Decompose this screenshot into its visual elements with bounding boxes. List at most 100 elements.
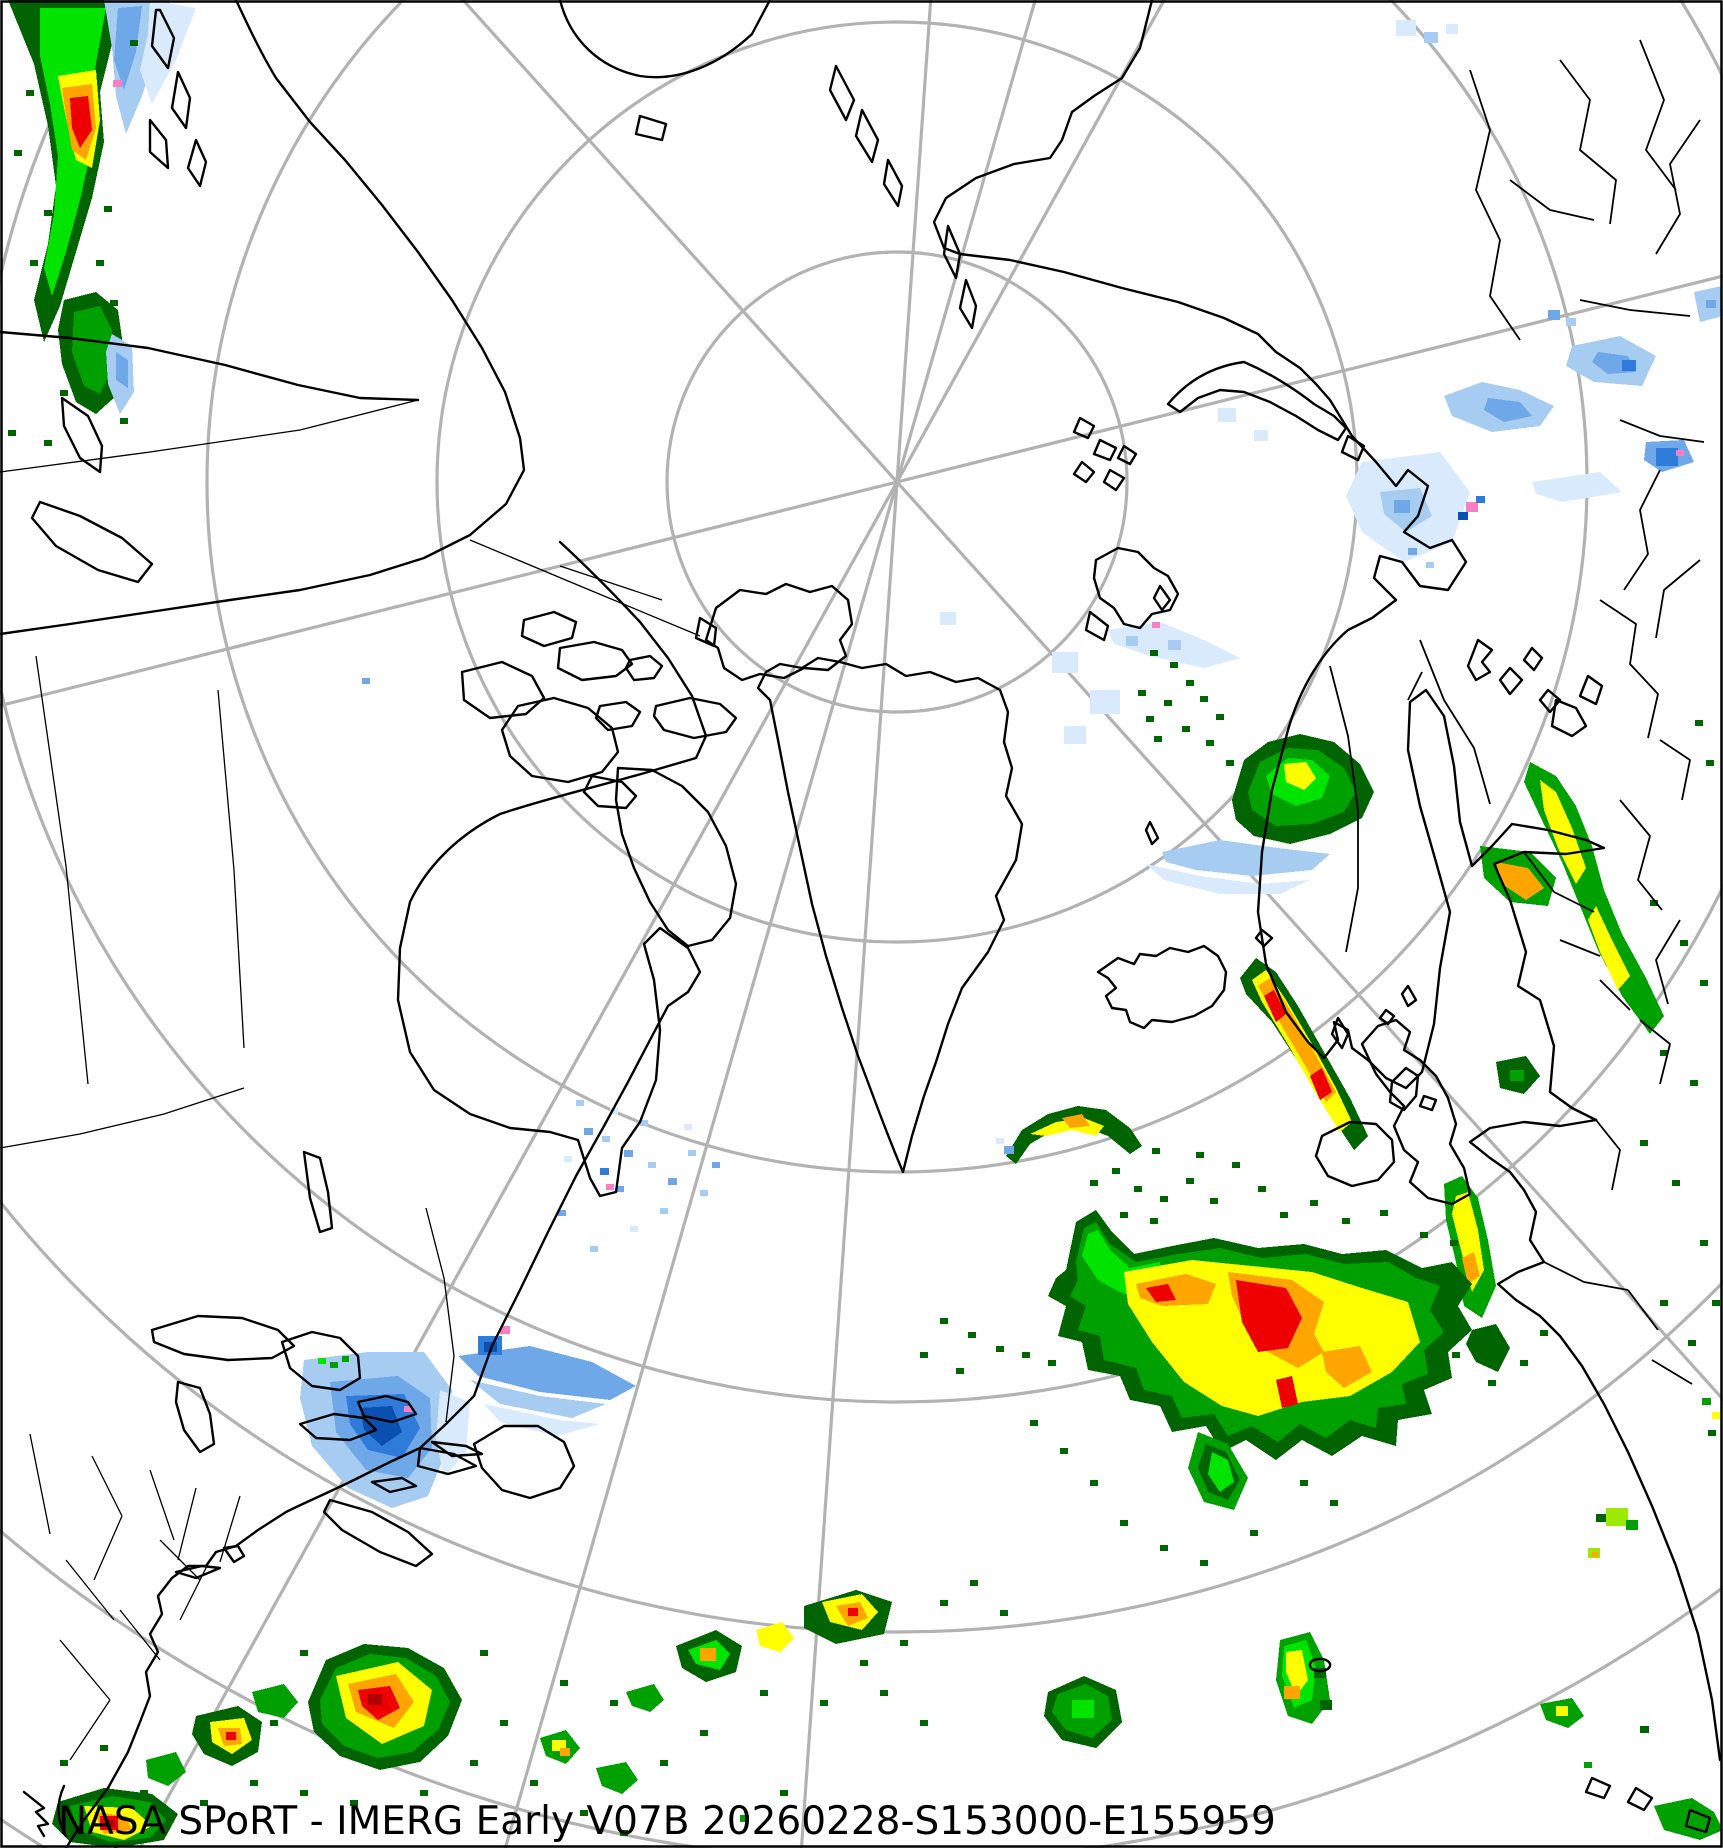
precip-baltic-band-heavy1 <box>1540 780 1586 884</box>
precip-speck <box>1170 662 1178 668</box>
precip-speck <box>362 678 370 684</box>
precip-speck <box>1606 1508 1628 1526</box>
precip-speck <box>1232 1162 1240 1168</box>
precip-speck <box>1090 1180 1098 1186</box>
precip-speck <box>668 1178 677 1185</box>
precip-pacnw-lower-blob <box>72 306 112 394</box>
precip-speck <box>610 1700 618 1706</box>
precip-speck <box>1152 622 1160 628</box>
precip-speck <box>1688 1340 1696 1346</box>
precip-speck <box>113 80 122 87</box>
precip-speck <box>580 1810 588 1816</box>
svalbard-islands <box>1084 546 1180 642</box>
precip-frontal-cell-4 <box>252 1684 298 1718</box>
precip-speck <box>318 1358 326 1364</box>
precip-speck <box>1700 980 1708 986</box>
precip-norwegian-sea-snowband <box>1162 840 1330 876</box>
small-atlantic-island <box>1308 1657 1332 1673</box>
administrative-borders-layer <box>0 39 1705 1761</box>
precip-norwegian-sea-snowfringe <box>1146 864 1310 894</box>
precip-speck <box>500 1326 510 1334</box>
precip-speck <box>780 1790 788 1796</box>
precip-speck <box>30 260 38 266</box>
precipitation-layer <box>8 0 1723 1848</box>
precip-speck <box>956 1368 964 1374</box>
latitude-circle <box>0 0 1723 1404</box>
precip-baltic-band-heavy2 <box>1588 906 1630 990</box>
novaya-zemlya-island <box>1166 360 1348 442</box>
mainland-canada-hudson-bay-coast <box>356 540 708 1480</box>
precip-speck <box>1540 1330 1548 1336</box>
precip-stlawrence-snow-lt <box>470 1380 606 1418</box>
southampton-island <box>582 774 638 810</box>
severnaya-zemlya-islands <box>828 64 978 330</box>
precip-pacnw-snow-5 <box>116 352 128 388</box>
precip-speck <box>368 1694 382 1705</box>
precip-speck <box>740 1815 749 1822</box>
precip-speck <box>1000 1610 1008 1616</box>
precip-speck <box>96 260 104 266</box>
precip-speck <box>1090 690 1120 714</box>
precip-speck <box>104 206 112 212</box>
cape-cod-hook <box>222 1544 246 1564</box>
melville-island <box>556 640 634 682</box>
precip-frontal-cell-2 <box>146 1752 186 1786</box>
precip-speck <box>20 14 29 21</box>
prince-edward-island <box>370 1476 418 1494</box>
precip-biscay-cell-heavy <box>1286 1650 1308 1696</box>
precip-speck <box>1300 1480 1308 1486</box>
precip-atlantic-storm-vheavy-e <box>1322 1346 1372 1388</box>
precip-speck <box>226 1732 236 1740</box>
latitude-circle <box>665 250 1129 714</box>
precip-atlantic-storm-extreme-c <box>1236 1280 1302 1352</box>
precip-speck <box>602 1136 610 1142</box>
precip-speck <box>1072 1700 1094 1718</box>
jan-mayen-island <box>1144 820 1160 846</box>
precip-speck <box>940 612 956 625</box>
precip-speck <box>1120 1212 1128 1218</box>
long-island <box>174 1564 222 1580</box>
precip-speck <box>1446 24 1458 34</box>
precip-speck <box>620 1830 628 1836</box>
precip-speck <box>1706 760 1714 766</box>
pacific-northwest-coast <box>0 0 526 636</box>
precip-speck <box>1150 1218 1158 1224</box>
precip-speck <box>330 1362 338 1368</box>
precip-speck <box>106 1820 115 1827</box>
precip-speck <box>648 1162 656 1168</box>
vancouver-island <box>30 500 154 584</box>
precip-speck <box>1420 1232 1428 1238</box>
precip-speck <box>1712 1300 1720 1306</box>
precip-speck <box>1676 450 1684 456</box>
precip-speck <box>760 1690 768 1696</box>
lake-ladoga <box>1550 698 1588 738</box>
precip-speck <box>1690 1080 1698 1086</box>
precip-speck <box>1458 512 1468 520</box>
precip-speck <box>44 440 52 446</box>
precip-speck <box>1200 1560 1208 1566</box>
precip-speck <box>1695 720 1703 726</box>
lake-michigan <box>174 1380 216 1454</box>
precip-england-band-vheavy <box>1462 1252 1480 1284</box>
precip-frontal-cell-10 <box>756 1622 794 1652</box>
precip-speck <box>1218 408 1236 422</box>
precip-speck <box>1584 1762 1592 1768</box>
meridian-line <box>0 274 1723 708</box>
precip-speck <box>1284 1686 1300 1699</box>
precip-speck <box>200 1800 208 1806</box>
axel-heiberg-island <box>694 616 718 648</box>
precip-speck <box>1706 300 1716 308</box>
victoria-island <box>500 696 620 784</box>
precip-speck <box>1226 760 1234 766</box>
precip-speck <box>996 1138 1004 1144</box>
precip-speck <box>1182 726 1190 732</box>
alaska-arctic-coast <box>0 330 420 402</box>
precip-speck <box>1626 1520 1638 1530</box>
precip-speck <box>820 1700 828 1706</box>
precip-frontal-cell-7 <box>596 1762 638 1794</box>
